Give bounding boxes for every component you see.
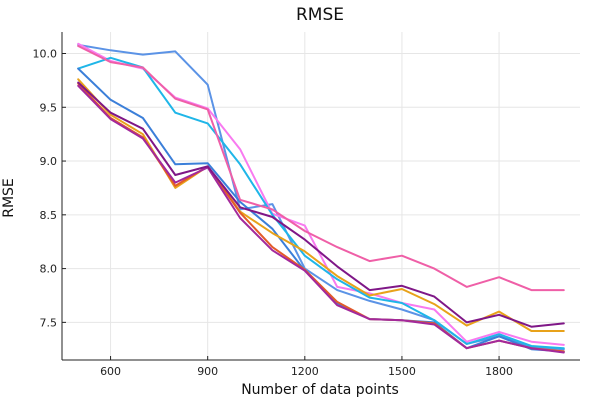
series-line-5 xyxy=(77,78,565,332)
y-tick-label-4: 9.5 xyxy=(40,101,58,114)
series-line-2 xyxy=(77,42,565,346)
series-line-4 xyxy=(77,67,565,353)
axes xyxy=(61,32,580,361)
y-axis-title: RMSE xyxy=(1,178,17,218)
y-tick-label-2: 8.5 xyxy=(40,209,58,222)
x-axis-title: Number of data points xyxy=(241,382,399,398)
series-line-9 xyxy=(77,45,565,292)
grid-lines xyxy=(62,32,580,360)
y-tick-label-1: 8.0 xyxy=(40,263,58,276)
x-tick-labels: 600 900 1200 1500 1800 xyxy=(100,356,513,378)
series-line-8 xyxy=(77,81,565,328)
x-tick-label-3: 1500 xyxy=(388,365,416,378)
y-tick-label-0: 7.5 xyxy=(40,316,58,329)
x-tick-label-1: 900 xyxy=(197,365,218,378)
x-tick-label-4: 1800 xyxy=(485,365,513,378)
series-line-7 xyxy=(77,84,565,354)
y-tick-labels: 7.5 8.0 8.5 9.0 9.5 10.0 xyxy=(33,48,66,329)
series-lines xyxy=(77,42,565,354)
series-line-6 xyxy=(77,82,565,353)
series-line-3 xyxy=(77,56,565,350)
x-tick-label-0: 600 xyxy=(100,365,121,378)
y-tick-label-3: 9.0 xyxy=(40,155,58,168)
chart-title: RMSE xyxy=(296,5,344,25)
x-tick-label-2: 1200 xyxy=(291,365,319,378)
series-line-1 xyxy=(77,43,565,351)
y-tick-label-5: 10.0 xyxy=(33,48,58,61)
